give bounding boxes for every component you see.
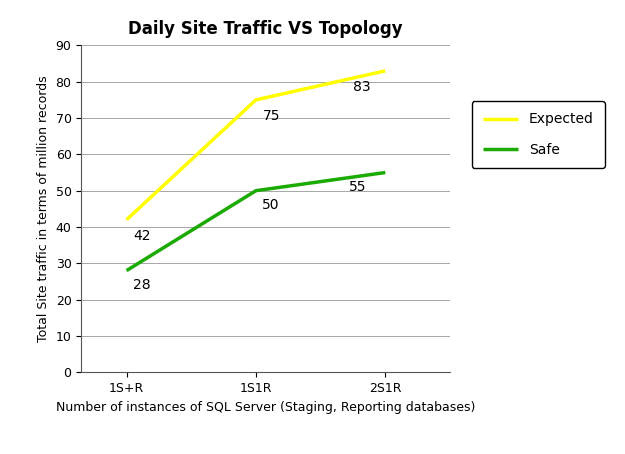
Line: Safe: Safe [126,173,385,271]
Text: 75: 75 [262,109,280,123]
Expected [381,68,389,74]
Title: Daily Site Traffic VS Topology: Daily Site Traffic VS Topology [128,20,403,38]
Safe [252,188,259,193]
X-axis label: Number of instances of SQL Server (Staging, Reporting databases): Number of instances of SQL Server (Stagi… [56,400,476,414]
Text: 42: 42 [133,229,151,243]
Text: 55: 55 [349,180,367,194]
Safe [122,268,130,273]
Y-axis label: Total Site traffic in terms of million records: Total Site traffic in terms of million r… [37,75,50,342]
Text: 50: 50 [262,198,280,212]
Text: 83: 83 [353,80,371,94]
Text: 28: 28 [133,278,151,292]
Legend: Expected, Safe: Expected, Safe [472,101,604,168]
Expected [252,97,259,103]
Expected [122,217,130,222]
Line: Expected: Expected [126,71,385,220]
Safe [381,170,389,175]
